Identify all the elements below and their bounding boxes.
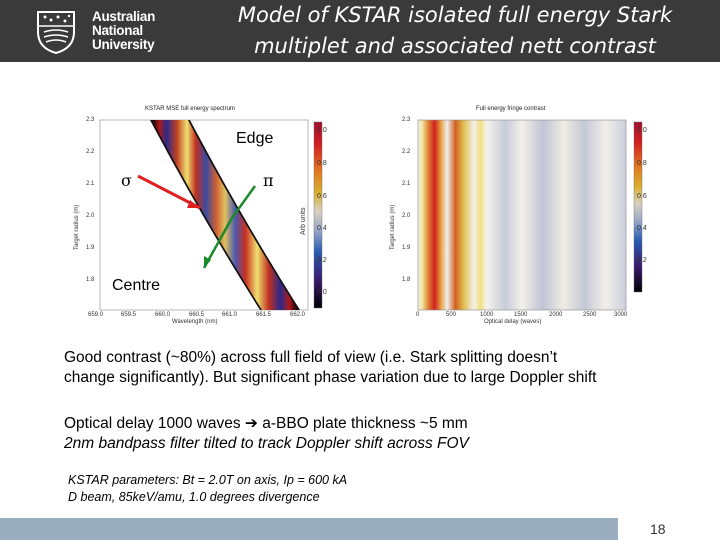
right-ytick-6: 1.8 (402, 277, 411, 283)
slide-title: Model of KSTAR isolated full energy Star… (195, 0, 715, 62)
right-plot-title: Full energy fringe contrast (476, 106, 546, 112)
figure-graphics (99, 119, 643, 311)
right-ytick-5: 1.9 (402, 245, 411, 251)
paragraph-contrast: Good contrast (~80%) across full field o… (64, 348, 596, 388)
left-xtick-1: 659.0 (88, 312, 104, 318)
header-bar: Australian National University Model of … (0, 0, 720, 62)
params-line-2: D beam, 85keV/amu, 1.0 degrees divergenc… (68, 490, 320, 504)
right-ytick-3: 2.1 (402, 181, 411, 187)
left-xtick-5: 661.0 (222, 312, 238, 318)
left-xtick-2: 659.5 (121, 312, 137, 318)
right-xtick-3: 1000 (480, 312, 494, 318)
right-cbar-tick-4: 0.4 (637, 225, 647, 232)
kstar-parameters: KSTAR parameters: Bt = 2.0T on axis, Ip … (68, 472, 347, 506)
edge-label: Edge (236, 130, 274, 147)
right-ytick-1: 2.3 (402, 117, 411, 123)
right-xtick-7: 3000 (614, 312, 628, 318)
left-cbar-tick-4: 0.4 (317, 225, 327, 232)
page-number: 18 (650, 521, 666, 537)
sigma-label: σ (121, 171, 132, 190)
right-cbar-tick-2: 0.8 (637, 160, 647, 167)
logo-line-2: National (92, 23, 143, 38)
left-colorbar-label: Arb units (300, 207, 307, 235)
p2-line-2: 2nm bandpass filter tilted to track Dopp… (64, 435, 469, 452)
right-ylabel: Target radius (m) (390, 204, 396, 250)
right-colorbar (633, 121, 643, 293)
left-cbar-tick-1: 1.0 (317, 127, 327, 134)
left-cbar-tick-2: 0.8 (317, 160, 327, 167)
right-cbar-tick-1: 1.0 (637, 127, 647, 134)
left-plot-title: KSTAR MSE full energy spectrum (145, 106, 235, 112)
footer-bar (0, 518, 720, 540)
title-line-1: Model of KSTAR isolated full energy Star… (237, 3, 673, 27)
left-ytick-2: 2.2 (86, 149, 95, 155)
pi-label: π (263, 171, 274, 190)
sigma-arrowhead (187, 200, 200, 208)
logo-line-1: Australian (92, 9, 156, 24)
right-xtick-4: 1500 (514, 312, 528, 318)
left-xtick-4: 660.5 (189, 312, 205, 318)
p2-line-1: Optical delay 1000 waves ➔ a-BBO plate t… (64, 415, 468, 432)
figure: KSTAR MSE full energy spectrum 2.3 2.2 2… (0, 100, 720, 330)
left-spectrum-band (152, 120, 298, 310)
left-ytick-3: 2.1 (86, 181, 95, 187)
right-xlabel: Optical delay (waves) (484, 319, 542, 325)
logo-line-3: University (92, 37, 155, 52)
right-xtick-6: 2500 (583, 312, 597, 318)
left-xlabel: Wavelength (nm) (172, 319, 218, 325)
left-ylabel: Target radius (m) (74, 204, 80, 250)
right-plot-frame (417, 119, 627, 311)
p1-line-1: Good contrast (~80%) across full field o… (64, 349, 558, 366)
paragraph-delay: Optical delay 1000 waves ➔ a-BBO plate t… (64, 414, 469, 454)
right-ytick-2: 2.2 (402, 149, 411, 155)
left-cbar-tick-6: 0.0 (317, 289, 327, 296)
left-colorbar (313, 121, 323, 309)
left-ytick-4: 2.0 (86, 213, 95, 219)
left-cbar-tick-5: 0.2 (317, 257, 327, 264)
left-ytick-6: 1.8 (86, 277, 95, 283)
right-ytick-4: 2.0 (402, 213, 411, 219)
left-ytick-5: 1.9 (86, 245, 95, 251)
crest-icon (37, 11, 75, 54)
right-cbar-tick-5: 0.2 (637, 257, 647, 264)
p1-line-2: change significantly). But significant p… (64, 369, 597, 386)
params-line-1: KSTAR parameters: Bt = 2.0T on axis, Ip … (68, 473, 348, 487)
right-xtick-5: 2000 (549, 312, 563, 318)
right-xtick-1: 0 (416, 312, 420, 318)
pi-arrowhead (204, 256, 211, 268)
centre-label: Centre (112, 277, 161, 294)
right-cbar-tick-3: 0.6 (637, 193, 647, 200)
title-line-2: multiplet and associated nett contrast (254, 34, 656, 58)
left-cbar-tick-3: 0.6 (317, 193, 327, 200)
anu-logo: Australian National University (34, 6, 194, 56)
left-xtick-3: 660.0 (155, 312, 171, 318)
left-ytick-1: 2.3 (86, 117, 95, 123)
footer-page-box (618, 518, 720, 540)
left-xtick-6: 661.5 (256, 312, 272, 318)
right-xtick-2: 500 (446, 312, 457, 318)
pi-arrow-1 (230, 185, 257, 219)
left-xtick-7: 662.0 (290, 312, 306, 318)
